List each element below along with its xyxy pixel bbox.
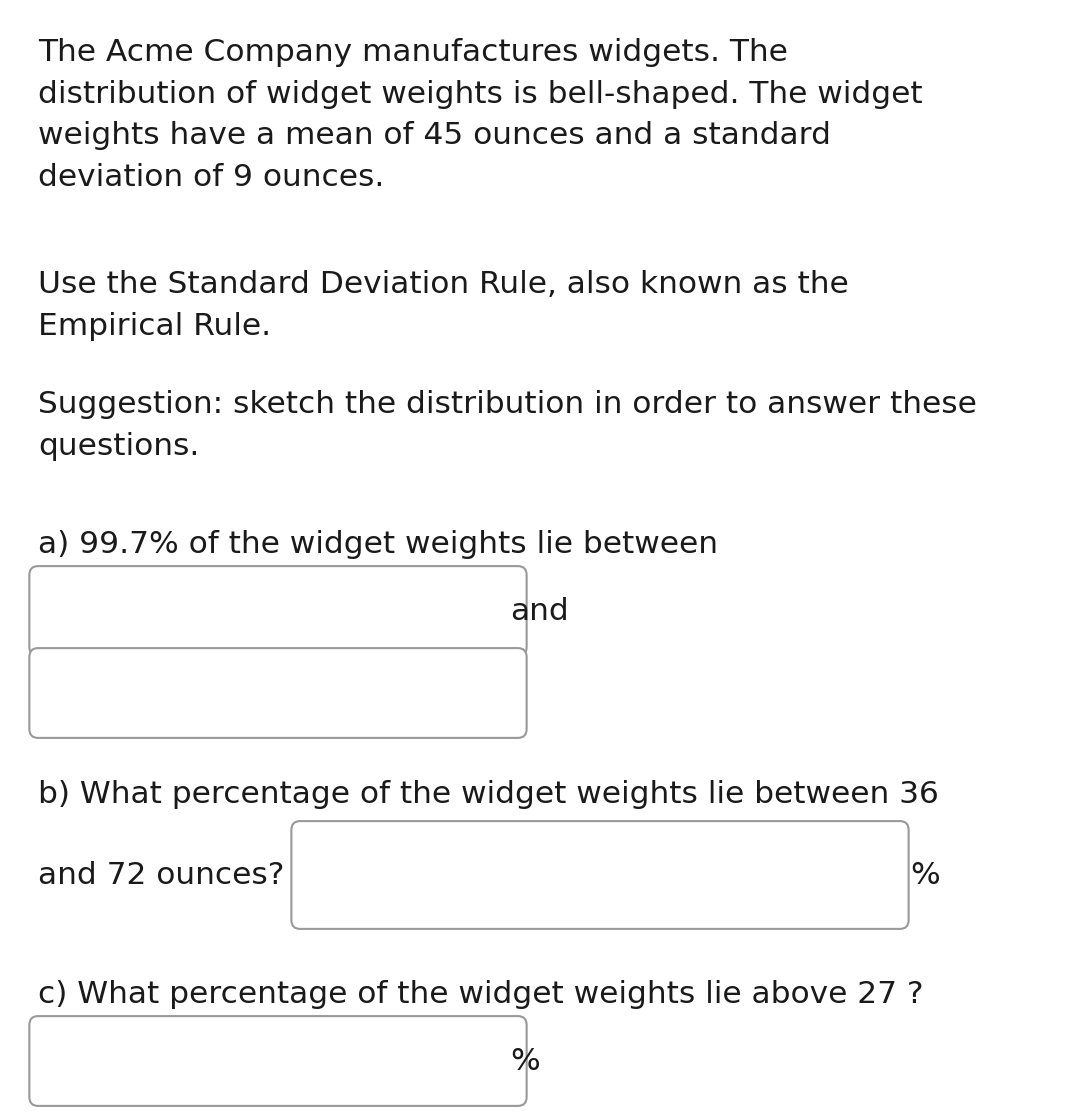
Text: and: and xyxy=(510,596,569,625)
Text: Use the Standard Deviation Rule, also known as the
Empirical Rule.: Use the Standard Deviation Rule, also kn… xyxy=(38,270,849,340)
FancyBboxPatch shape xyxy=(29,1016,527,1106)
FancyBboxPatch shape xyxy=(292,821,908,929)
FancyBboxPatch shape xyxy=(29,566,527,656)
Text: %: % xyxy=(510,1046,540,1075)
Text: c) What percentage of the widget weights lie above 27 ?: c) What percentage of the widget weights… xyxy=(38,980,923,1009)
Text: The Acme Company manufactures widgets. The
distribution of widget weights is bel: The Acme Company manufactures widgets. T… xyxy=(38,38,922,192)
Text: and 72 ounces?: and 72 ounces? xyxy=(38,861,284,890)
Text: Suggestion: sketch the distribution in order to answer these
questions.: Suggestion: sketch the distribution in o… xyxy=(38,390,977,460)
Text: b) What percentage of the widget weights lie between 36: b) What percentage of the widget weights… xyxy=(38,780,939,810)
Text: %: % xyxy=(910,861,940,890)
FancyBboxPatch shape xyxy=(29,648,527,738)
Text: a) 99.7% of the widget weights lie between: a) 99.7% of the widget weights lie betwe… xyxy=(38,530,718,559)
